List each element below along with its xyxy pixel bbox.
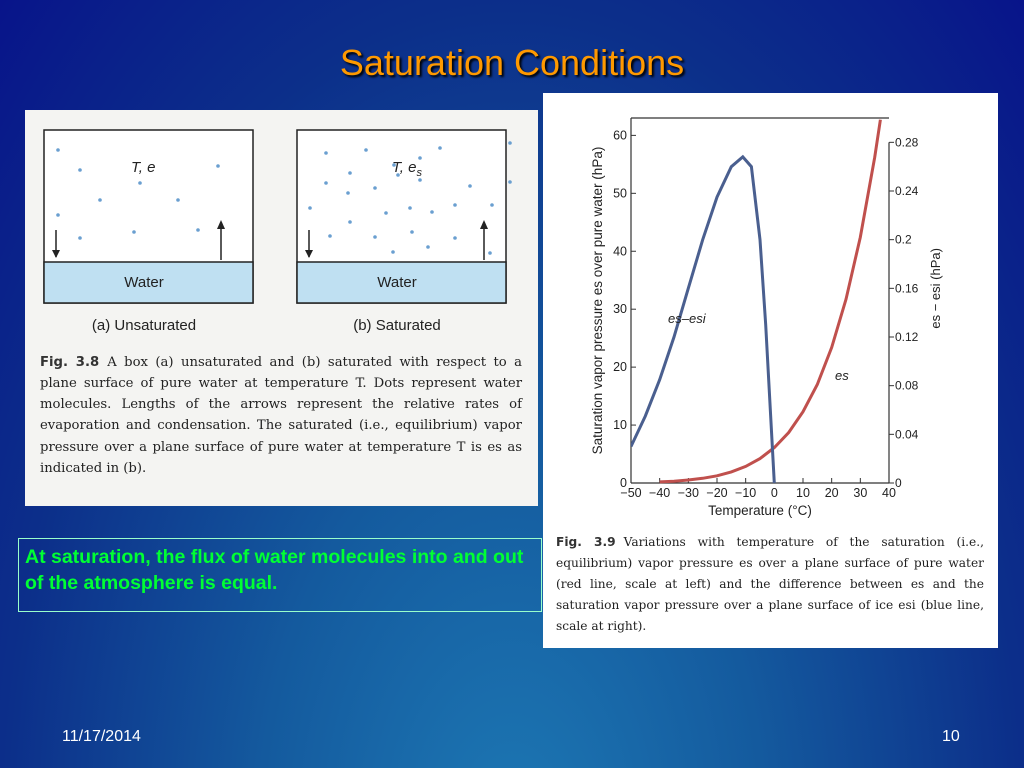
water [296, 261, 507, 304]
y2-tick-label: 0.04 [895, 427, 919, 441]
y-axis-label: Saturation vapor pressure es over pure w… [590, 147, 605, 455]
panel-caption: (a) Unsaturated [92, 317, 196, 334]
y2-tick-label: 0.24 [895, 184, 919, 198]
molecule [324, 181, 328, 185]
label-main: T, e [392, 159, 416, 176]
molecule [384, 211, 388, 215]
molecule [98, 198, 102, 202]
caption: Fig. 3.9 Variations with temperature of t… [556, 532, 984, 637]
y-tick-label: 10 [613, 418, 627, 432]
x-tick-label: 20 [825, 486, 839, 500]
molecule [430, 210, 434, 214]
y2-tick-label: 0.08 [895, 379, 919, 393]
x-tick-label: 30 [853, 486, 867, 500]
y2-tick-label: 0.28 [895, 135, 919, 149]
molecule [56, 213, 60, 217]
molecule [408, 206, 412, 210]
molecule [418, 178, 422, 182]
molecule [176, 198, 180, 202]
y2-tick-label: 0.12 [895, 330, 919, 344]
molecule [308, 206, 312, 210]
panel-caption: (b) Saturated [353, 317, 441, 334]
y-tick-label: 40 [613, 244, 627, 258]
caption: Fig. 3.8 A box (a) unsaturated and (b) sa… [40, 352, 522, 479]
callout: At saturation, the flux of water molecul… [18, 538, 542, 612]
y-tick-label: 30 [613, 302, 627, 316]
molecule [348, 220, 352, 224]
molecule [328, 234, 332, 238]
molecule [373, 186, 377, 190]
molecule [453, 203, 457, 207]
y-tick-label: 60 [613, 128, 627, 142]
molecule [391, 250, 395, 254]
water-label: Water [124, 274, 163, 291]
figure-right [543, 93, 998, 648]
molecule [216, 164, 220, 168]
caption-text: A box (a) unsaturated and (b) saturated … [40, 355, 523, 476]
x-tick-label: 0 [771, 486, 778, 500]
molecule [132, 230, 136, 234]
molecule [396, 173, 400, 177]
arrowhead [480, 220, 488, 229]
series-label: es–esi [668, 311, 707, 326]
x-tick-label: 10 [796, 486, 810, 500]
molecule [488, 251, 492, 255]
molecule [138, 181, 142, 185]
molecule [392, 163, 396, 167]
molecule [324, 151, 328, 155]
molecule [56, 148, 60, 152]
y2-tick-label: 0.2 [895, 233, 912, 247]
molecule [78, 168, 82, 172]
y-tick-label: 50 [613, 186, 627, 200]
molecule [453, 236, 457, 240]
molecule [348, 171, 352, 175]
molecule [418, 156, 422, 160]
line-series [631, 154, 776, 484]
molecule [346, 191, 350, 195]
figure-number: Fig. 3.9 [556, 535, 616, 549]
y-tick-label: 0 [620, 476, 627, 490]
arrowhead [52, 250, 60, 258]
molecule [364, 148, 368, 152]
y2-tick-label: 0.16 [895, 281, 919, 295]
water-label: Water [377, 274, 416, 291]
x-tick-label: −50 [620, 486, 641, 500]
molecule [468, 184, 472, 188]
caption-text: Variations with temperature of the satur… [556, 535, 984, 633]
panel-label: T, e [131, 159, 155, 176]
y2-axis-label: es − esi (hPa) [928, 248, 943, 329]
page-number: 10 [942, 728, 960, 745]
molecule [410, 230, 414, 234]
molecule [196, 228, 200, 232]
footer-date: 11/17/2014 [62, 728, 141, 745]
x-tick-label: −30 [678, 486, 699, 500]
x-tick-label: −20 [706, 486, 727, 500]
water [43, 261, 254, 304]
x-tick-label: −40 [649, 486, 670, 500]
x-tick-label: −10 [735, 486, 756, 500]
molecule [78, 236, 82, 240]
arrowhead [305, 250, 313, 258]
line-series [659, 119, 882, 484]
y2-tick-label: 0 [895, 476, 902, 490]
molecule [508, 141, 512, 145]
label-sub: s [416, 167, 422, 179]
y-tick-label: 20 [613, 360, 627, 374]
figure-number: Fig. 3.8 [40, 355, 100, 370]
x-tick-label: 40 [882, 486, 896, 500]
molecule [508, 180, 512, 184]
molecule [426, 245, 430, 249]
series-label: es [835, 368, 849, 383]
plot-area [631, 119, 882, 484]
panel-label: T, es [392, 159, 422, 179]
slide-title: Saturation Conditions [339, 42, 685, 83]
label-main: T, e [131, 159, 155, 176]
molecule [490, 203, 494, 207]
molecule [373, 235, 377, 239]
arrowhead [217, 220, 225, 229]
molecule [438, 146, 442, 150]
x-axis-label: Temperature (°C) [708, 503, 812, 518]
